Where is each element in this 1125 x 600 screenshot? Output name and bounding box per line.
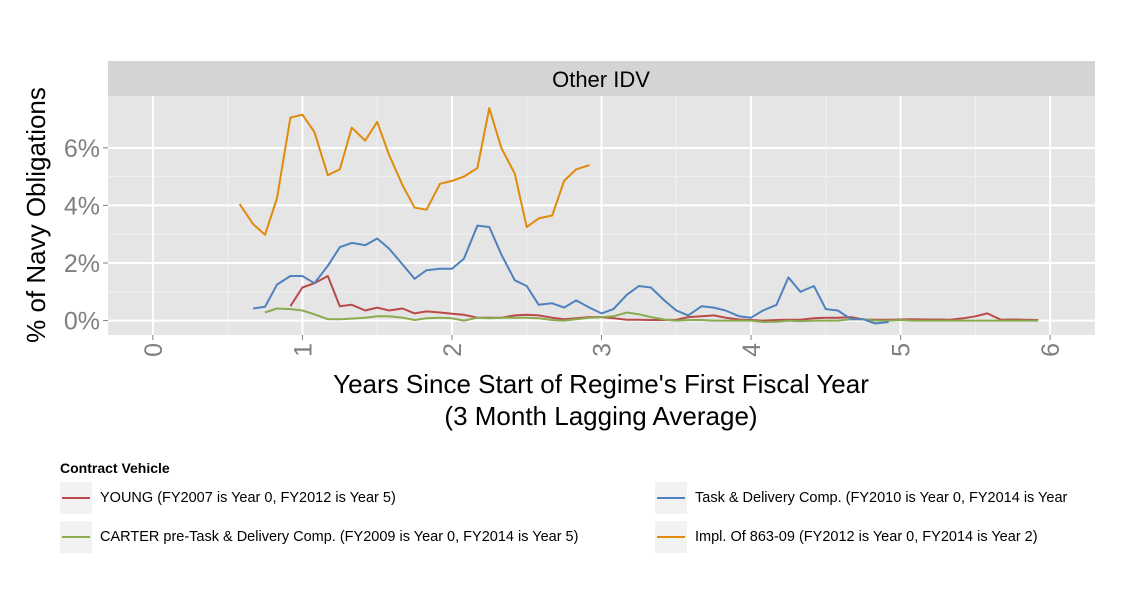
legend-item-young: YOUNG (FY2007 is Year 0, FY2012 is Year … xyxy=(60,481,396,515)
legend-key-line xyxy=(62,497,90,499)
x-tick-label: 2 xyxy=(439,343,467,357)
legend-key-impl-863 xyxy=(655,521,687,553)
legend-key-task-delivery xyxy=(655,482,687,514)
legend-label-impl-863: Impl. Of 863-09 (FY2012 is Year 0, FY201… xyxy=(695,529,1038,545)
legend-key-line xyxy=(62,536,90,538)
legend-key-line xyxy=(657,497,685,499)
chart: Other IDV 0% 2% 4% 6% 0 1 2 3 4 5 6 % of Navy Obl… xyxy=(21,61,1095,431)
x-tick-label: 0 xyxy=(140,343,168,357)
legend-item-carter: CARTER pre-Task & Delivery Comp. (FY2009… xyxy=(60,520,578,554)
x-tick-label: 3 xyxy=(589,343,617,357)
y-axis-ticks: 0% 2% 4% 6% xyxy=(64,135,108,336)
x-axis-label-line1: Years Since Start of Regime's First Fisc… xyxy=(333,369,869,399)
series-line-3 xyxy=(238,107,590,236)
legend-title: Contract Vehicle xyxy=(60,460,170,476)
y-axis-label: % of Navy Obligations xyxy=(21,87,51,343)
panel-title: Other IDV xyxy=(552,67,650,92)
series-line-1 xyxy=(264,307,1039,323)
x-tick-label: 1 xyxy=(289,343,317,357)
x-tick-label: 4 xyxy=(738,343,766,357)
y-tick-label: 6% xyxy=(64,135,100,163)
legend-key-carter xyxy=(60,521,92,553)
legend-item-impl-863: Impl. Of 863-09 (FY2012 is Year 0, FY201… xyxy=(655,520,1038,554)
legend-key-young xyxy=(60,482,92,514)
legend-label-carter: CARTER pre-Task & Delivery Comp. (FY2009… xyxy=(100,529,579,545)
y-tick-label: 4% xyxy=(64,192,100,220)
legend-label-young: YOUNG (FY2007 is Year 0, FY2012 is Year … xyxy=(100,490,396,506)
legend-key-line xyxy=(657,536,685,538)
x-axis-ticks: 0 1 2 3 4 5 6 xyxy=(140,335,1065,357)
series-line-2 xyxy=(252,224,889,325)
x-axis-label-line2: (3 Month Lagging Average) xyxy=(444,401,757,431)
y-tick-label: 0% xyxy=(64,308,100,336)
series-lines xyxy=(238,107,1039,325)
y-tick-label: 2% xyxy=(64,250,100,278)
legend: Contract Vehicle YOUNG (FY2007 is Year 0… xyxy=(60,460,1125,590)
legend-label-task-delivery: Task & Delivery Comp. (FY2010 is Year 0,… xyxy=(695,490,1068,506)
legend-item-task-delivery: Task & Delivery Comp. (FY2010 is Year 0,… xyxy=(655,481,1067,515)
x-tick-label: 5 xyxy=(888,343,916,357)
strip-background xyxy=(108,61,1095,96)
x-tick-label: 6 xyxy=(1037,343,1065,357)
